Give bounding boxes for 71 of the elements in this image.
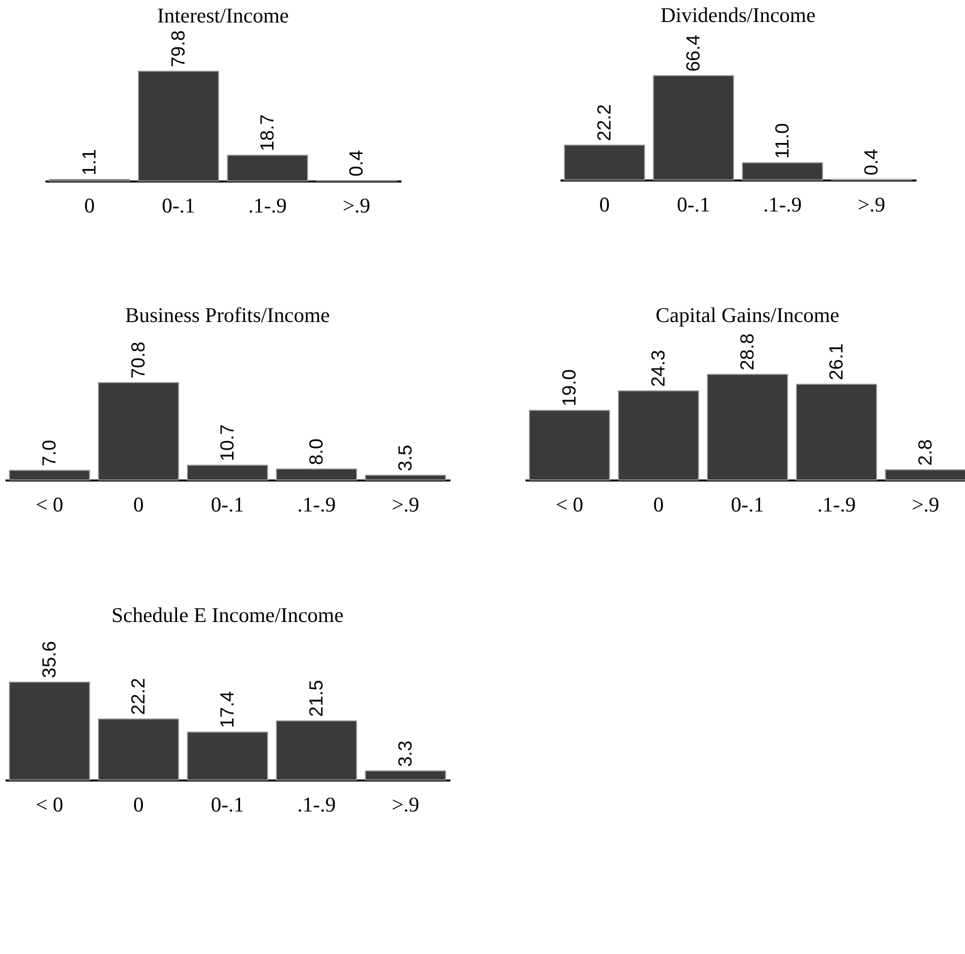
bar — [742, 162, 824, 180]
data-label: 24.3 — [648, 350, 670, 387]
bar — [276, 720, 358, 780]
data-label: 1.1 — [80, 149, 100, 176]
data-label: 21.5 — [306, 680, 328, 717]
data-label: 3.3 — [396, 740, 416, 767]
bar — [364, 474, 446, 480]
data-label: 2.8 — [916, 439, 936, 466]
x-tick-label: >.9 — [858, 192, 886, 216]
x-tick-label: 0 — [133, 792, 144, 816]
x-tick-label: .1-.9 — [763, 192, 802, 216]
x-tick-label: >.9 — [392, 492, 420, 516]
x-tick-label: .1-.9 — [297, 492, 336, 516]
bar — [884, 469, 965, 480]
data-label: 79.8 — [168, 30, 190, 68]
x-tick-label: 0 — [133, 492, 144, 516]
bar — [564, 144, 646, 180]
x-tick-label: 0-.1 — [210, 492, 244, 516]
bar — [528, 410, 610, 480]
x-tick-label: < 0 — [556, 492, 584, 516]
x-tick-label: 0-.1 — [730, 492, 764, 516]
chart-title: Business Profits/Income — [125, 303, 330, 327]
x-tick-label: 0 — [84, 194, 95, 218]
data-label: 19.0 — [560, 369, 580, 406]
data-label: 10.7 — [218, 424, 238, 462]
data-label: 17.4 — [218, 690, 238, 728]
data-label: 11.0 — [772, 123, 794, 159]
data-label: 22.2 — [594, 104, 616, 142]
bar — [138, 70, 220, 182]
x-tick-label: >.9 — [912, 492, 940, 516]
x-tick-label: .1-.9 — [248, 194, 287, 218]
bar — [796, 384, 878, 480]
x-tick-label: 0-.1 — [210, 792, 244, 816]
data-label: 18.7 — [258, 114, 278, 152]
x-tick-label: >.9 — [392, 792, 420, 816]
bar — [226, 154, 308, 182]
x-tick-label: .1-.9 — [297, 792, 336, 816]
data-label: 26.1 — [826, 343, 848, 380]
data-label: 22.2 — [128, 678, 150, 715]
bar — [8, 470, 90, 480]
bar — [706, 374, 788, 480]
bar — [8, 682, 90, 780]
chart-title: Interest/Income — [157, 3, 289, 28]
chart-title: Schedule E Income/Income — [111, 603, 344, 627]
x-tick-label: 0 — [653, 492, 664, 516]
bar — [618, 390, 700, 480]
bar — [186, 732, 268, 780]
chart-title: Dividends/Income — [660, 3, 816, 27]
x-tick-label: >.9 — [342, 194, 370, 218]
bar — [276, 468, 358, 480]
data-label: 7.0 — [40, 440, 60, 466]
chart-title: Capital Gains/Income — [656, 303, 840, 327]
x-tick-label: < 0 — [36, 492, 64, 516]
data-label: 8.0 — [306, 438, 328, 465]
bar — [364, 770, 446, 780]
x-tick-label: < 0 — [36, 792, 64, 816]
data-label: 3.5 — [396, 444, 416, 472]
x-tick-label: 0 — [599, 192, 610, 216]
data-label: 28.8 — [738, 333, 758, 370]
x-tick-label: .1-.9 — [817, 492, 856, 516]
bar — [98, 718, 180, 780]
data-label: 66.4 — [684, 34, 704, 72]
x-tick-label: 0-.1 — [676, 192, 710, 216]
data-label: 0.4 — [346, 150, 368, 176]
bar — [652, 75, 734, 180]
data-label: 35.6 — [40, 641, 60, 678]
bar — [186, 464, 268, 480]
bar — [98, 382, 180, 480]
x-tick-label: 0-.1 — [162, 194, 196, 218]
data-label: 0.4 — [862, 148, 882, 176]
data-label: 70.8 — [128, 342, 150, 379]
